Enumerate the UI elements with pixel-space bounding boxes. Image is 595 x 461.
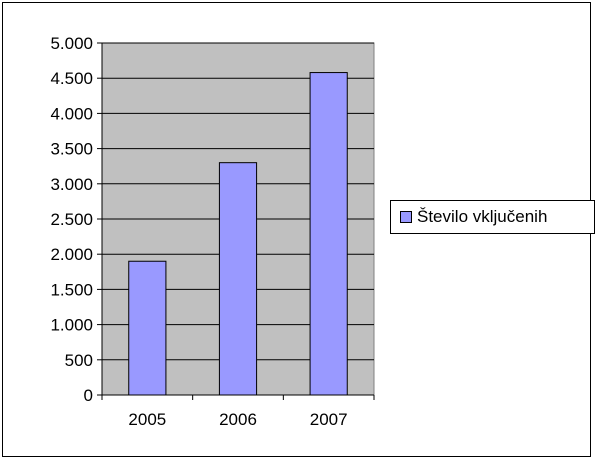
y-tick-label: 3.500 xyxy=(50,140,93,159)
bar-2007 xyxy=(309,72,348,396)
y-tick-label: 5.000 xyxy=(50,34,93,53)
x-tick-label: 2006 xyxy=(219,410,257,429)
x-ticks: 2005 2006 2007 xyxy=(101,395,375,429)
y-tick-label: 4.500 xyxy=(50,69,93,88)
bar-2006 xyxy=(218,162,258,396)
y-tick-label: 1.000 xyxy=(50,316,93,335)
legend-label: Število vključenih xyxy=(417,207,548,226)
y-tick-label: 0 xyxy=(84,386,93,405)
legend-swatch xyxy=(400,211,412,223)
y-ticks: 0 500 1.000 1.500 2.000 2.500 3.000 3.500 4.000 4… xyxy=(50,34,102,405)
y-tick-label: 2.000 xyxy=(50,245,93,264)
x-tick-label: 2005 xyxy=(128,410,166,429)
y-tick-label: 4.000 xyxy=(50,104,93,123)
y-tick-label: 3.000 xyxy=(50,175,93,194)
legend: Število vključenih xyxy=(390,200,595,234)
y-tick-label: 500 xyxy=(65,351,93,370)
y-tick-label: 1.500 xyxy=(50,280,93,299)
y-tick-label: 2.500 xyxy=(50,210,93,229)
x-tick-label: 2007 xyxy=(310,410,348,429)
bar-2005 xyxy=(128,260,167,396)
